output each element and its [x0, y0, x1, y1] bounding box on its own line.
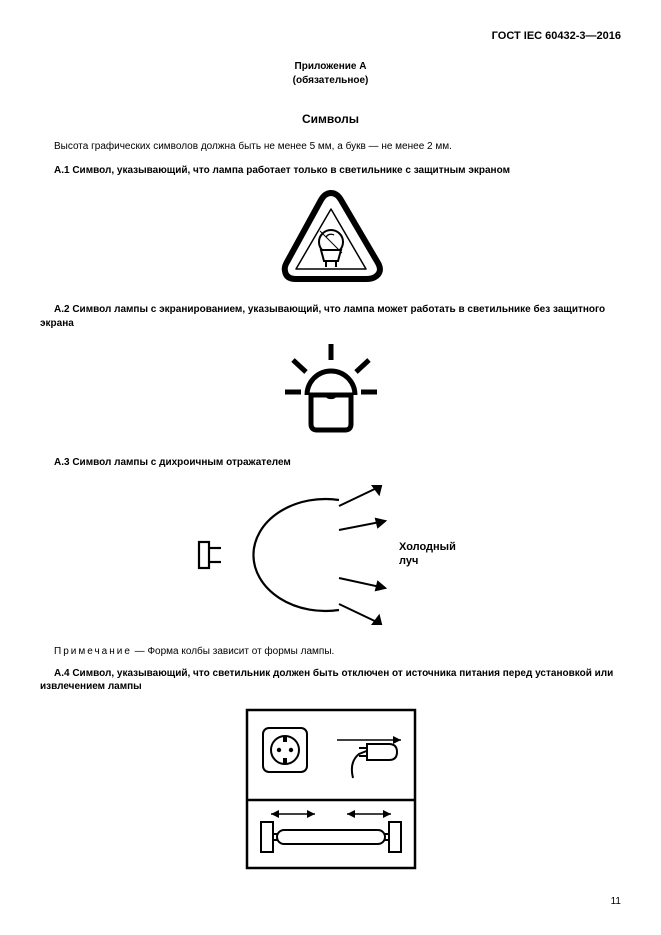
warning-triangle-lamp-icon	[276, 187, 386, 287]
figure-a3-label1: Холодный	[399, 541, 456, 553]
section-a3-title: А.3 Символ лампы с дихроичным отражателе…	[40, 456, 621, 470]
note-a3-text: — Форма колбы зависит от формы лампы.	[132, 646, 334, 657]
page-number: 11	[611, 896, 621, 907]
intro-text: Высота графических символов должна быть …	[40, 140, 621, 154]
section-a1-title: А.1 Символ, указывающий, что лампа работ…	[40, 164, 621, 178]
figure-a3-label2: луч	[399, 555, 418, 567]
unplug-before-insert-icon	[241, 704, 421, 874]
document-id: ГОСТ IEC 60432-3—2016	[40, 30, 621, 42]
figure-a4	[40, 704, 621, 874]
page-root: ГОСТ IEC 60432-3—2016 Приложение А (обяз…	[0, 0, 661, 935]
figure-a1	[40, 187, 621, 287]
figure-a3: Холодный луч	[40, 480, 621, 630]
figure-a2	[40, 340, 621, 440]
section-a4-title: А.4 Символ, указывающий, что светильник …	[40, 667, 621, 694]
dichroic-reflector-icon: Холодный луч	[171, 480, 491, 630]
note-a3: Примечание — Форма колбы зависит от форм…	[40, 646, 621, 657]
annex-header: Приложение А (обязательное)	[40, 60, 621, 88]
annex-line1: Приложение А	[40, 60, 621, 74]
note-a3-label: Примечание	[54, 646, 132, 657]
annex-line2: (обязательное)	[40, 74, 621, 88]
lamp-rays-icon	[271, 340, 391, 440]
main-title: Символы	[40, 112, 621, 126]
section-a2-title: А.2 Символ лампы с экранированием, указы…	[40, 303, 621, 330]
